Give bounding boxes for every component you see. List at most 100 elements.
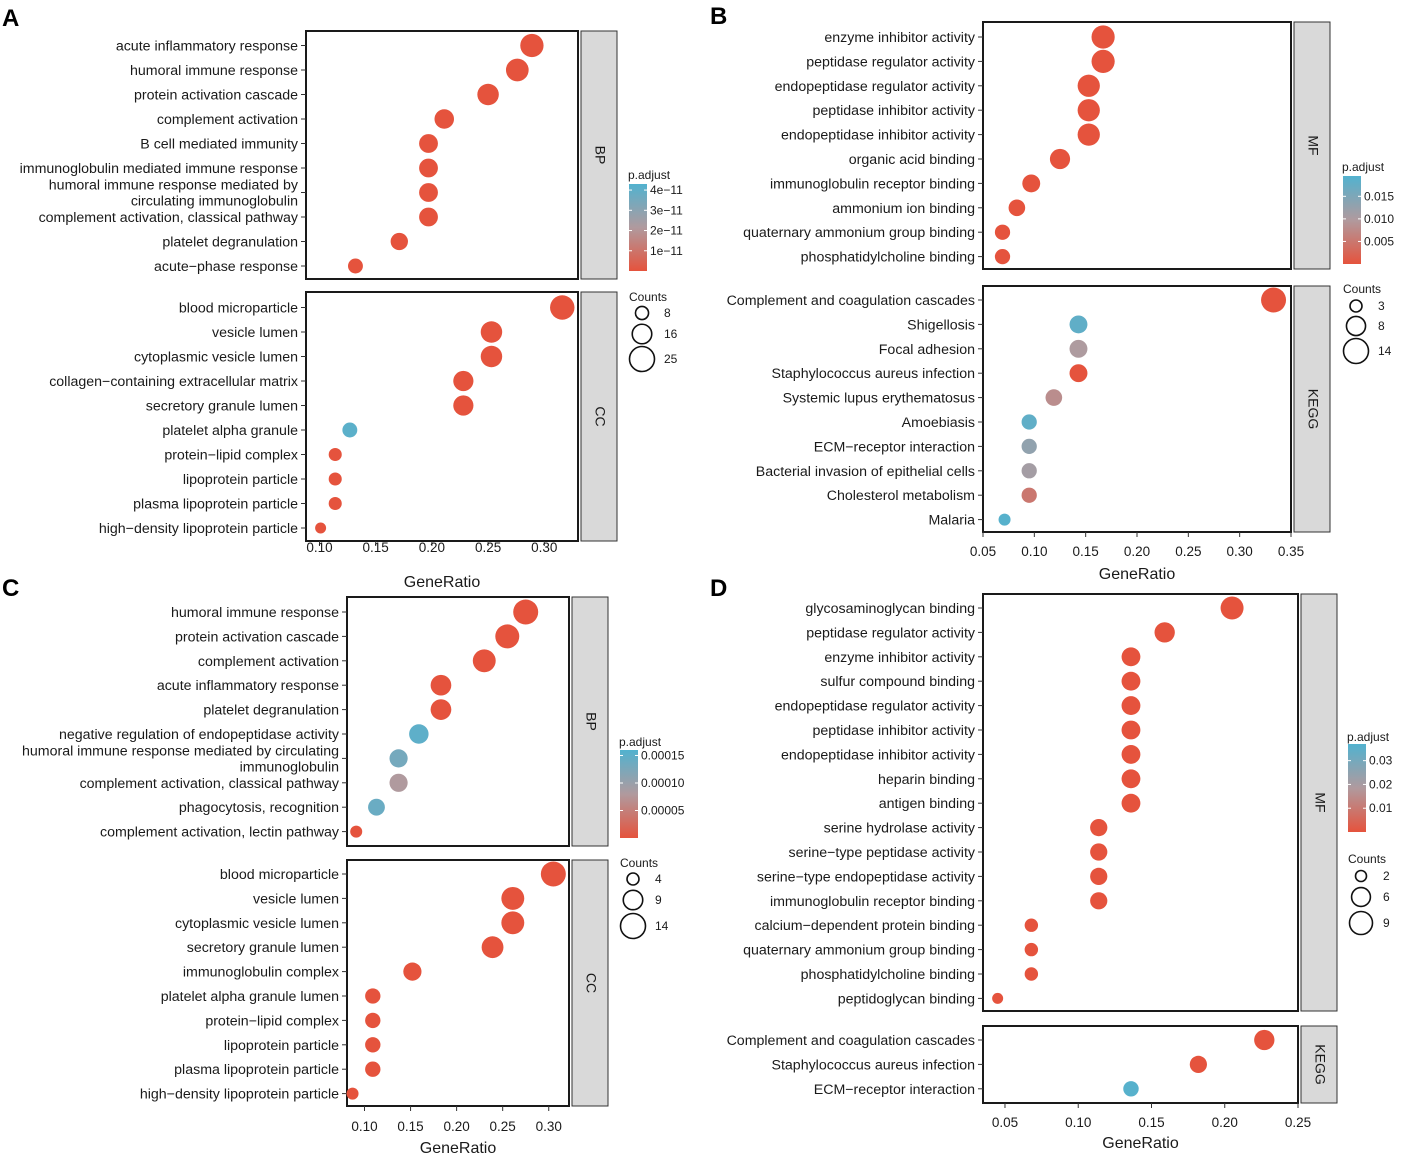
- term-label: cytoplasmic vesicle lumen: [175, 916, 339, 932]
- data-point: [1077, 74, 1100, 97]
- panel-letter: A: [2, 5, 19, 32]
- data-point: [1045, 389, 1063, 406]
- data-point: [1008, 199, 1026, 217]
- x-axis-title: GeneRatio: [1099, 566, 1176, 583]
- size-legend-label: 4: [655, 872, 662, 886]
- size-legend-circle: [626, 872, 640, 886]
- x-tick-label: 0.05: [992, 1115, 1018, 1130]
- size-legend: Counts 2 6 9: [1348, 852, 1390, 936]
- data-point: [1022, 174, 1041, 193]
- term-label: calcium−dependent protein binding: [755, 918, 975, 934]
- term-label: ECM−receptor interaction: [814, 1082, 975, 1098]
- term-label: complement activation: [198, 654, 339, 670]
- term-label: Amoebiasis: [902, 415, 975, 431]
- data-point: [365, 1061, 381, 1077]
- data-point: [1021, 487, 1037, 503]
- facet-strip-label: KEGG: [1312, 1044, 1328, 1084]
- x-axis-title: GeneRatio: [1102, 1135, 1179, 1152]
- x-tick-label: 0.10: [351, 1119, 377, 1134]
- data-point: [1069, 364, 1088, 383]
- data-point: [434, 109, 455, 129]
- x-tick-label: 0.15: [397, 1119, 423, 1134]
- size-legend-circle: [622, 889, 644, 911]
- data-point: [1090, 867, 1108, 886]
- data-point: [453, 370, 474, 392]
- term-label: peptidase regulator activity: [806, 54, 976, 70]
- term-label: phosphatidylcholine binding: [801, 967, 975, 983]
- data-point: [1123, 1081, 1139, 1097]
- term-label: protein−lipid complex: [164, 448, 298, 464]
- facet-strip: [580, 30, 618, 280]
- data-point: [992, 992, 1004, 1004]
- size-legend-label: 6: [1383, 890, 1390, 904]
- term-label: heparin binding: [878, 772, 975, 788]
- facet-kegg: KEGG Complement and coagulation cascades S…: [727, 1025, 1338, 1104]
- data-point: [1121, 696, 1141, 716]
- term-label: complement activation, classical pathway: [80, 776, 340, 792]
- data-point: [1049, 148, 1071, 170]
- term-label: B cell mediated immunity: [140, 137, 299, 153]
- facet-cc: CC blood microparticle vesicle lumen cytopl…: [140, 859, 609, 1107]
- term-label: immunoglobulin mediated immune response: [20, 161, 298, 177]
- data-point: [550, 295, 575, 320]
- size-legend: Counts 8 16 25: [628, 290, 678, 373]
- term-label: endopeptidase regulator activity: [775, 699, 976, 715]
- term-label: Malaria: [928, 513, 975, 529]
- data-point: [1121, 793, 1141, 813]
- x-tick-label: 0.25: [1175, 544, 1201, 559]
- term-label: enzyme inhibitor activity: [824, 30, 976, 46]
- size-legend-circle: [619, 912, 647, 940]
- facet-frame: [982, 593, 1299, 1012]
- size-legend-title: Counts: [1348, 852, 1386, 866]
- data-point: [1090, 892, 1108, 910]
- color-legend-label: 0.03: [1369, 754, 1393, 768]
- term-label: Staphylococcus aureus infection: [772, 1057, 975, 1073]
- data-point: [347, 258, 363, 274]
- term-label: high−density lipoprotein particle: [140, 1087, 339, 1103]
- x-tick-label: 0.20: [419, 540, 445, 555]
- color-bar: [1343, 176, 1361, 264]
- x-axis-title: GeneRatio: [420, 1140, 497, 1154]
- data-point: [1024, 918, 1039, 932]
- facet-mf: MF glycosaminoglycan binding peptidase reg…: [743, 593, 1338, 1012]
- color-legend-title: p.adjust: [1347, 730, 1390, 744]
- color-legend-label: 0.00015: [641, 749, 685, 763]
- data-point: [1069, 339, 1088, 358]
- x-tick-label: 0.30: [536, 1119, 562, 1134]
- term-label: vesicle lumen: [253, 891, 339, 907]
- data-point: [1090, 818, 1108, 837]
- facet-strip: [1300, 593, 1338, 1012]
- color-legend-label: 0.005: [1364, 234, 1394, 248]
- facet-strip: [1300, 1025, 1338, 1104]
- color-legend-label: 1e−11: [650, 244, 683, 258]
- color-legend-title: p.adjust: [619, 735, 662, 749]
- x-tick-label: 0.10: [1065, 1115, 1091, 1130]
- term-label: protein−lipid complex: [205, 1013, 339, 1029]
- data-point: [328, 472, 342, 486]
- term-label: antigen binding: [879, 796, 975, 812]
- color-legend-label: 0.00005: [641, 804, 685, 818]
- color-legend: p.adjust 0.03 0.02 0.01: [1347, 730, 1393, 832]
- color-bar: [1348, 744, 1366, 832]
- x-axis-title: GeneRatio: [404, 574, 481, 591]
- data-point: [1121, 720, 1141, 740]
- size-legend: Counts 4 9 14: [619, 856, 669, 940]
- term-label: peptidase inhibitor activity: [813, 723, 976, 739]
- x-tick-label: 0.15: [1073, 544, 1099, 559]
- size-legend-title: Counts: [629, 290, 667, 304]
- size-legend-circle: [1342, 337, 1370, 365]
- x-tick-label: 0.25: [490, 1119, 516, 1134]
- term-label: endopeptidase regulator activity: [775, 79, 976, 95]
- term-label: protein activation cascade: [134, 88, 298, 104]
- data-point: [1024, 942, 1039, 957]
- term-label: complement activation, classical pathway: [39, 210, 299, 226]
- data-point: [513, 599, 539, 625]
- term-label: high−density lipoprotein particle: [99, 521, 298, 537]
- data-point: [1154, 622, 1175, 643]
- term-label: acute inflammatory response: [116, 39, 298, 55]
- term-label: immunoglobulin: [240, 759, 339, 775]
- data-point: [365, 988, 381, 1004]
- x-tick-label: 0.25: [1285, 1115, 1311, 1130]
- facet-cc: CC blood microparticle vesicle lumen cytopl…: [49, 291, 618, 542]
- panel-letter: B: [710, 3, 727, 30]
